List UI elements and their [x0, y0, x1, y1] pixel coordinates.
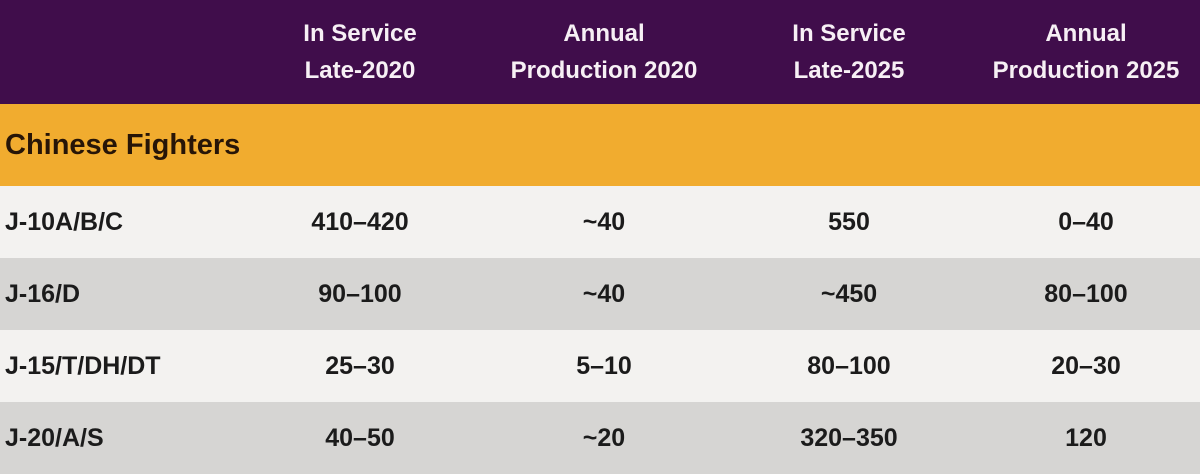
table-row: J-15/T/DH/DT 25–30 5–10 80–100 20–30	[0, 330, 1200, 402]
row-label: J-20/A/S	[5, 423, 104, 452]
row-value: 410–420	[311, 207, 409, 236]
row-value: 80–100	[1044, 279, 1128, 308]
column-header-in-service-2025: In Service Late-2025	[792, 20, 906, 84]
row-value: 80–100	[807, 351, 891, 380]
row-value: 25–30	[325, 351, 395, 380]
row-label: J-15/T/DH/DT	[5, 351, 161, 380]
table-row: J-16/D 90–100 ~40 ~450 80–100	[0, 258, 1200, 330]
row-value: 90–100	[318, 279, 402, 308]
section-row: Chinese Fighters	[0, 104, 1200, 186]
table-header-row: In Service Late-2020 Annual Production 2…	[0, 0, 1200, 104]
row-value: 120	[1065, 423, 1107, 452]
row-value: ~40	[582, 279, 626, 308]
row-value: 0–40	[1058, 207, 1114, 236]
row-label: J-10A/B/C	[5, 207, 124, 236]
row-value: ~40	[582, 207, 626, 236]
column-header-in-service-2020: In Service Late-2020	[303, 20, 417, 84]
table-row: J-20/A/S 40–50 ~20 320–350 120	[0, 402, 1200, 474]
column-header-annual-production-2025: Annual Production 2025	[992, 20, 1180, 84]
table-row: J-10A/B/C 410–420 ~40 550 0–40	[0, 186, 1200, 258]
section-title: Chinese Fighters	[5, 128, 241, 161]
row-value: 320–350	[800, 423, 898, 452]
row-value: 550	[828, 207, 870, 236]
row-value: 5–10	[576, 351, 632, 380]
row-value: ~20	[582, 423, 626, 452]
row-label: J-16/D	[5, 279, 81, 308]
row-value: 40–50	[325, 423, 395, 452]
row-value: ~450	[820, 279, 878, 308]
row-value: 20–30	[1051, 351, 1121, 380]
column-header-annual-production-2020: Annual Production 2020	[510, 20, 698, 84]
